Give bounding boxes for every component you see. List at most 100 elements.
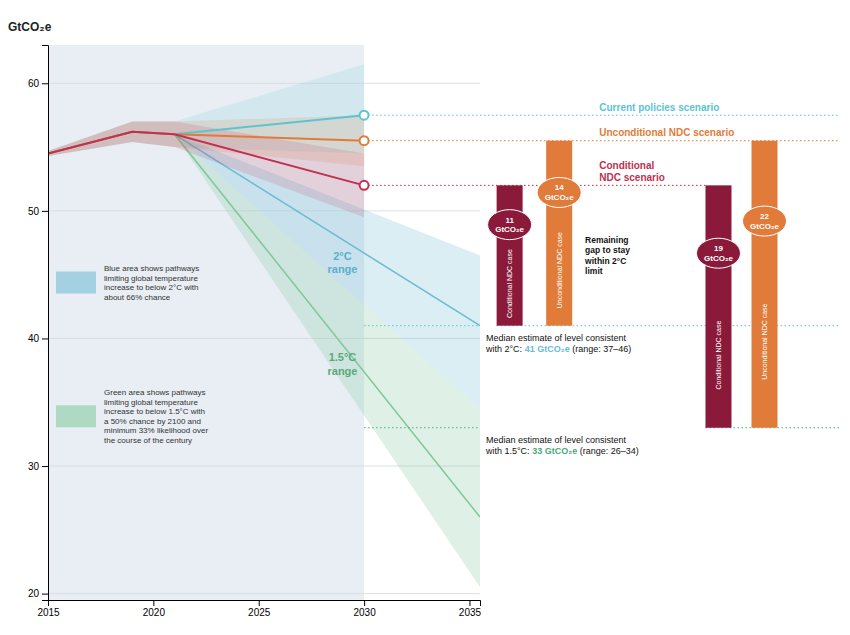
tick: 2015 [37, 600, 60, 618]
gap-bar [752, 141, 778, 428]
legend-swatch [56, 272, 96, 294]
bar-label: Conditional NDC case [715, 320, 722, 389]
tick-mark [42, 83, 48, 84]
badge [743, 206, 787, 236]
tick-mark [42, 594, 48, 595]
scenario-label: Current policies scenario [599, 102, 719, 113]
y-axis: 20 30 40 50 60 [28, 46, 49, 601]
tick: 2035 [459, 600, 482, 618]
tick-label: 60 [28, 78, 40, 89]
legend-text-line: the course of the century [104, 436, 192, 445]
tick-mark [42, 211, 48, 212]
bar-label-line: Unconditional NDC case [761, 303, 768, 379]
range-label: 2°Crange [328, 250, 358, 275]
dotted-line [480, 140, 840, 141]
dotted-line [364, 427, 480, 428]
tick: 20 [28, 588, 48, 599]
badge-label-line: 11 [505, 216, 514, 225]
legend-text-line: minimum 33% likelihood over [104, 426, 208, 435]
tick-mark [469, 600, 470, 606]
median-range: (range: 26–34) [577, 446, 639, 456]
bar-label: Unconditional NDC case [556, 232, 563, 308]
end-marker [360, 181, 369, 190]
bar-label: Conditional NDC case [506, 249, 513, 318]
badge-label-line: 19 [714, 244, 723, 253]
scenario-label: Unconditional NDC scenario [599, 127, 734, 138]
range-label: 1.5°Crange [328, 351, 358, 376]
dotted-line [364, 115, 480, 116]
badge-label: 11GtCO₂e [495, 216, 524, 235]
range-label-line: 2°C [333, 250, 352, 262]
bar-label: Unconditional NDC case [761, 303, 768, 379]
badge-label-line: GtCO₂e [704, 254, 733, 263]
gap-panel: Conditional NDC case11GtCO₂eUnconditiona… [480, 102, 840, 456]
badge-label: 19GtCO₂e [704, 244, 733, 263]
tick: 2020 [143, 600, 166, 618]
axis-line [49, 601, 481, 607]
legend-text-line: limiting global temperature [104, 398, 198, 407]
x-axis: 2015 2020 2025 2030 2035 [37, 600, 481, 618]
gap-bar [546, 141, 572, 326]
median-text-line: with 2°C: [485, 344, 525, 354]
badge-label-line: GtCO₂e [495, 225, 524, 234]
end-marker [360, 111, 369, 120]
scenario-label-line: Conditional [599, 160, 654, 171]
tick-mark [153, 600, 154, 606]
gap-label-line: within 2°C [584, 256, 626, 266]
legend-text: Green area shows pathwayslimiting global… [104, 388, 208, 445]
gap-label: Remaininggap to staywithin 2°Climit [584, 235, 630, 276]
dotted-line [480, 115, 840, 116]
legend-text-line: limiting global temperature [104, 274, 198, 283]
median-range: (range: 37–46) [570, 344, 632, 354]
dotted-line [364, 140, 480, 141]
scenario-label: ConditionalNDC scenario [599, 160, 665, 183]
end-marker [360, 136, 369, 145]
gap-bar [497, 185, 523, 325]
dotted-line [364, 325, 480, 326]
tick-label: 2015 [37, 607, 60, 618]
gap-label-line: Remaining [585, 235, 628, 245]
badge-label-line: GtCO₂e [750, 222, 779, 231]
legend-text-line: Blue area shows pathways [104, 264, 199, 273]
gap-label-line: gap to stay [585, 245, 630, 255]
annotations: GtCO₂e2°Crange1.5°CrangeBlue area shows … [8, 20, 357, 445]
dotted-line [364, 185, 480, 186]
gap-bar [705, 185, 731, 427]
chart: 201520202025203020352030405060GtCO₂e2°Cr… [0, 0, 850, 635]
badge [696, 238, 740, 268]
legend-text-line: a 50% chance by 2100 and [104, 417, 201, 426]
median-label: 33 GtCO₂e [532, 446, 577, 456]
badge-label: 14GtCO₂e [545, 183, 574, 202]
axis-line [42, 46, 49, 601]
tick: 60 [28, 78, 48, 89]
badge [537, 177, 581, 207]
tick: 30 [28, 461, 48, 472]
legend-text-line: Green area shows pathways [104, 388, 205, 397]
series-line [48, 115, 364, 153]
bar-label-line: Unconditional NDC case [556, 232, 563, 308]
legend-text-line: increase to below 1.5°C with [104, 407, 205, 416]
series-line [48, 132, 364, 186]
tick-label: 2020 [143, 607, 166, 618]
grid-line [48, 83, 480, 84]
scenario-label-line: Current policies scenario [599, 102, 719, 113]
legend-text-line: about 66% chance [104, 293, 171, 302]
legend-swatch [56, 405, 96, 427]
badge [488, 210, 532, 240]
tick-label: 30 [28, 461, 40, 472]
bar-label-line: Conditional NDC case [506, 249, 513, 318]
tick: 50 [28, 206, 48, 217]
grid-line [48, 593, 480, 594]
tick-label: 2035 [459, 607, 482, 618]
tick-label: 50 [28, 206, 40, 217]
range-label-line: range [328, 365, 358, 377]
median-text-line: with 1.5°C: [485, 446, 532, 456]
tick: 2030 [353, 600, 376, 618]
median-text-line: Median estimate of level consistent [486, 435, 627, 445]
tick-label: 2025 [248, 607, 271, 618]
tick-mark [259, 600, 260, 606]
median-text-line: Median estimate of level consistent [486, 333, 627, 343]
tick-label: 40 [28, 333, 40, 344]
scenario-label-line: NDC scenario [599, 172, 665, 183]
gap-label-line: limit [585, 266, 603, 276]
